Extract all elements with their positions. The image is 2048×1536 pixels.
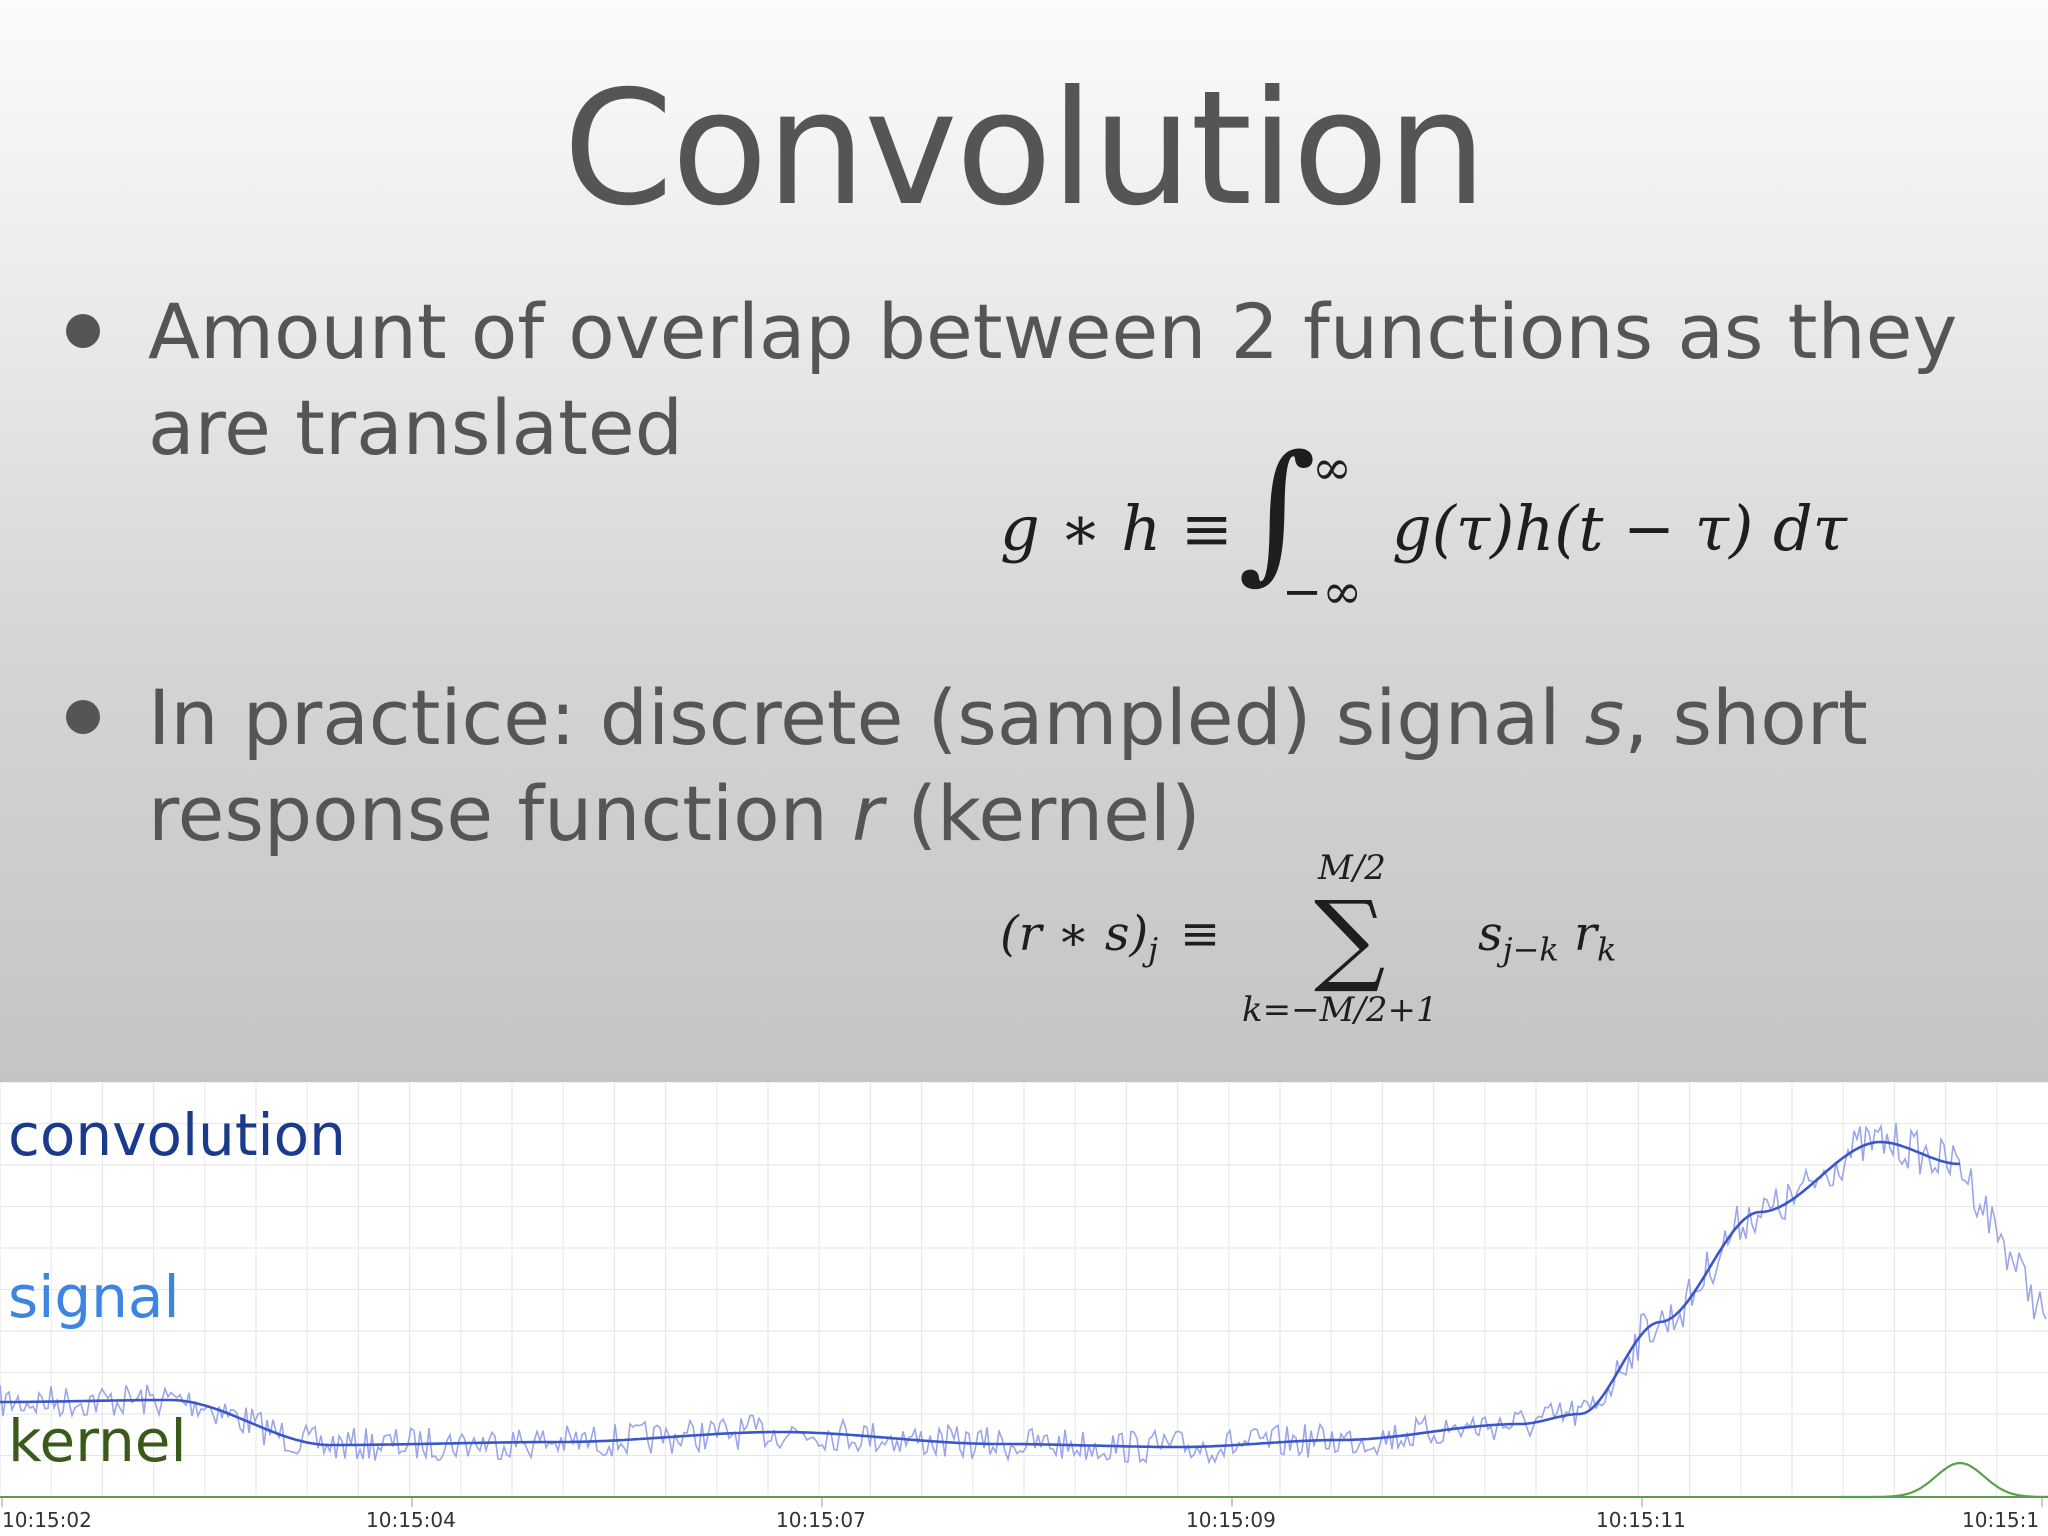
integral-sign: ∫ bbox=[1238, 424, 1317, 598]
formula-continuous-lhs: g ∗ h ≡ bbox=[1000, 492, 1233, 565]
legend-kernel: kernel bbox=[8, 1407, 187, 1475]
bullet-1-text: Amount of overlap between 2 functions as… bbox=[148, 284, 2008, 476]
formula-discrete-lhs-sub: j bbox=[1148, 930, 1159, 969]
x-tick-label: 10:15:07 bbox=[776, 1508, 866, 1532]
plot-canvas bbox=[0, 1082, 2048, 1507]
bullet-2-var-s: s bbox=[1584, 673, 1625, 762]
formula-continuous: g ∗ h ≡ ∫ ∞ −∞ g(τ)h(t − τ) dτ bbox=[1000, 436, 1900, 620]
bullet-1-text-content: Amount of overlap between 2 functions as… bbox=[148, 287, 1958, 472]
bullet-2-text-c: (kernel) bbox=[883, 769, 1201, 858]
bullet-2-text: In practice: discrete (sampled) signal s… bbox=[148, 670, 2008, 862]
formula-discrete: (r ∗ s)j ≡ M/2 ∑ k=−M/2+1 sj−k rk bbox=[1000, 848, 1700, 1038]
legend-signal: signal bbox=[8, 1263, 180, 1331]
formula-discrete-r-sub: k bbox=[1596, 930, 1617, 969]
convolution-series-line bbox=[0, 1140, 1961, 1449]
formula-discrete-body: sj−k rk bbox=[1478, 906, 1616, 969]
bullet-2-text-b: , short response function bbox=[148, 673, 1868, 858]
bullet-2-var-r: r bbox=[851, 769, 884, 858]
sum-upper-limit: M/2 bbox=[1318, 848, 1386, 888]
formula-discrete-equiv: ≡ bbox=[1180, 906, 1221, 962]
plot-grid bbox=[0, 1082, 2048, 1507]
formula-discrete-s: s bbox=[1478, 906, 1503, 962]
x-tick-label: 10:15:09 bbox=[1186, 1508, 1276, 1532]
bullet-2-text-a: In practice: discrete (sampled) signal bbox=[148, 673, 1585, 762]
integral-upper-limit: ∞ bbox=[1312, 440, 1352, 496]
signal-plot: convolution signal kernel 10:15:02 10:15… bbox=[0, 1082, 2048, 1536]
x-tick-label: 10:15:04 bbox=[366, 1508, 456, 1532]
integral-lower-limit: −∞ bbox=[1282, 564, 1363, 620]
x-tick-label: 10:15:1 bbox=[1962, 1508, 2040, 1532]
sum-sign: ∑ bbox=[1314, 879, 1386, 996]
bullet-dot-1 bbox=[66, 314, 100, 348]
x-tick-label: 10:15:11 bbox=[1596, 1508, 1686, 1532]
bullet-dot-2 bbox=[66, 700, 100, 734]
formula-discrete-lhs: (r ∗ s)j bbox=[1000, 906, 1158, 969]
sum-lower-limit: k=−M/2+1 bbox=[1242, 990, 1438, 1030]
x-tick-label: 10:15:02 bbox=[2, 1508, 92, 1532]
kernel-series-line bbox=[1840, 1461, 2048, 1499]
formula-discrete-lhs-text: (r ∗ s) bbox=[1000, 906, 1149, 962]
legend-convolution: convolution bbox=[8, 1101, 346, 1169]
slide-title: Convolution bbox=[563, 57, 1487, 241]
formula-discrete-r: r bbox=[1574, 906, 1597, 962]
formula-continuous-body: g(τ)h(t − τ) dτ bbox=[1392, 492, 1847, 565]
formula-discrete-s-sub: j−k bbox=[1502, 930, 1559, 969]
